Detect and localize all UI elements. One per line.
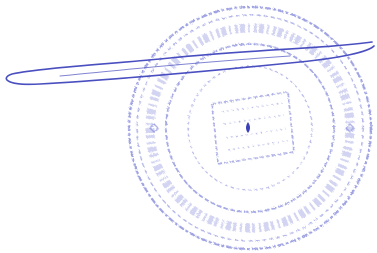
stamp-image xyxy=(0,0,377,253)
outer-ring-inner xyxy=(137,15,363,241)
inner-ring xyxy=(166,44,334,212)
emblem-lines xyxy=(222,103,288,150)
ring-dividers xyxy=(150,124,354,132)
ring-lettering xyxy=(150,28,350,228)
stamp xyxy=(129,7,371,249)
center-mark xyxy=(246,122,250,133)
inner-ring-2 xyxy=(188,66,312,190)
page xyxy=(0,0,377,253)
